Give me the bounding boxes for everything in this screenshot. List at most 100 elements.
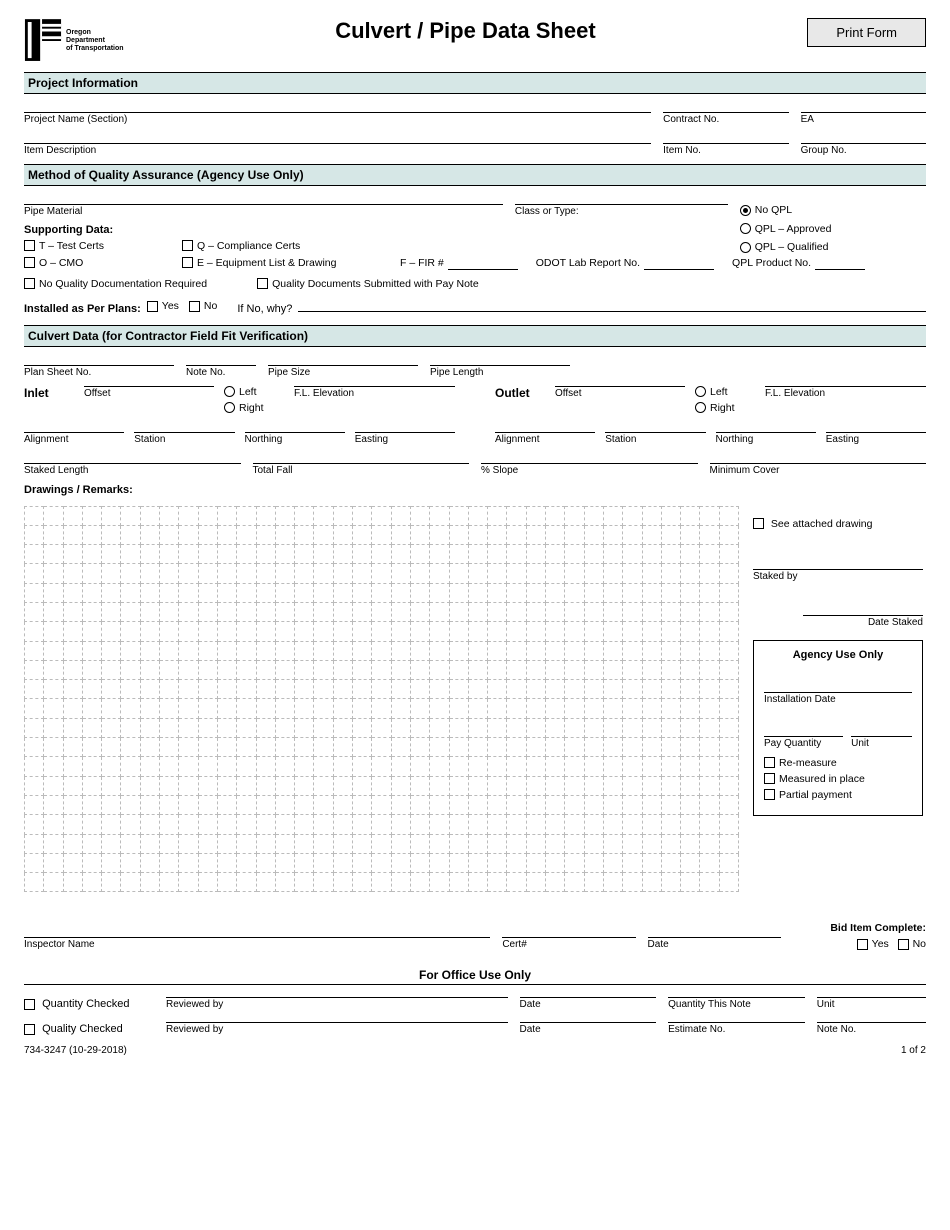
input-install-date[interactable]	[764, 673, 912, 693]
label-estimate-no: Estimate No.	[668, 1022, 805, 1035]
label-note-no: Note No.	[186, 365, 256, 378]
label-right2: Right	[710, 402, 735, 414]
checkbox-qual-checked[interactable]	[24, 1024, 35, 1035]
label-unit-office: Unit	[817, 997, 926, 1010]
checkbox-bid-no[interactable]	[898, 939, 909, 950]
label-no-qpl: No QPL	[755, 204, 792, 216]
label-qpl-product: QPL Product No.	[732, 257, 811, 269]
header: Oregon Department of Transportation Culv…	[24, 18, 926, 64]
label-outlet-northing: Northing	[716, 432, 816, 445]
logo-text: Oregon Department of Transportation	[66, 29, 124, 52]
label-agency-only: Agency Use Only	[764, 649, 912, 661]
checkbox-installed-no[interactable]	[189, 301, 200, 312]
input-qpl-product[interactable]	[815, 256, 865, 270]
checkbox-see-attached[interactable]	[753, 518, 764, 529]
checkbox-t-test[interactable]	[24, 240, 35, 251]
checkbox-remeasure[interactable]	[764, 757, 775, 768]
label-pct-slope: % Slope	[481, 463, 698, 476]
label-partial: Partial payment	[779, 789, 852, 801]
print-form-button[interactable]: Print Form	[807, 18, 926, 47]
label-inlet-easting: Easting	[355, 432, 455, 445]
label-left: Left	[239, 386, 257, 398]
label-t-test: T – Test Certs	[39, 240, 104, 252]
label-outlet-offset: Offset	[555, 386, 685, 399]
section-qa: Method of Quality Assurance (Agency Use …	[24, 164, 926, 186]
label-measured: Measured in place	[779, 773, 865, 785]
label-contract-no: Contract No.	[663, 112, 788, 125]
input-unit[interactable]	[851, 717, 912, 737]
label-outlet-station: Station	[605, 432, 705, 445]
checkbox-qd-submitted[interactable]	[257, 278, 268, 289]
input-odot-lab[interactable]	[644, 256, 714, 270]
checkbox-q-comp[interactable]	[182, 240, 193, 251]
label-right: Right	[239, 402, 264, 414]
label-plan-sheet: Plan Sheet No.	[24, 365, 174, 378]
label-pipe-material: Pipe Material	[24, 204, 503, 217]
label-remeasure: Re-measure	[779, 757, 837, 769]
checkbox-bid-yes[interactable]	[857, 939, 868, 950]
checkbox-o-cmo[interactable]	[24, 257, 35, 268]
label-q-comp: Q – Compliance Certs	[197, 240, 300, 252]
radio-inlet-right[interactable]	[224, 402, 235, 413]
label-left2: Left	[710, 386, 728, 398]
agency-use-box: Agency Use Only Installation Date Pay Qu…	[753, 640, 923, 816]
label-if-no: If No, why?	[237, 303, 292, 315]
label-bid-yes: Yes	[872, 938, 889, 950]
section-project-info: Project Information	[24, 72, 926, 94]
label-o-cmo: O – CMO	[39, 257, 83, 269]
label-pay-qty: Pay Quantity	[764, 738, 843, 749]
checkbox-measured[interactable]	[764, 773, 775, 784]
label-group-no: Group No.	[801, 143, 926, 156]
label-date-1: Date	[520, 997, 657, 1010]
label-inlet-offset: Offset	[84, 386, 214, 399]
label-ea: EA	[801, 112, 926, 125]
heading-office-use: For Office Use Only	[24, 968, 926, 985]
radio-no-qpl[interactable]	[740, 205, 751, 216]
label-inlet-alignment: Alignment	[24, 432, 124, 445]
odot-logo-icon	[24, 18, 62, 64]
checkbox-installed-yes[interactable]	[147, 301, 158, 312]
label-qual-checked: Quality Checked	[42, 1023, 123, 1035]
input-if-no-why[interactable]	[298, 298, 926, 312]
label-bid-no: No	[913, 938, 926, 950]
label-item-desc: Item Description	[24, 143, 651, 156]
label-see-attached: See attached drawing	[771, 518, 873, 530]
checkbox-e-equip[interactable]	[182, 257, 193, 268]
radio-outlet-right[interactable]	[695, 402, 706, 413]
label-install-date: Installation Date	[764, 694, 912, 705]
checkbox-qty-checked[interactable]	[24, 999, 35, 1010]
drawing-grid[interactable]	[24, 506, 739, 893]
label-qty-checked: Quantity Checked	[42, 998, 129, 1010]
label-reviewed-by-2: Reviewed by	[166, 1022, 508, 1035]
label-min-cover: Minimum Cover	[710, 463, 927, 476]
label-staked-by: Staked by	[753, 571, 923, 582]
label-date: Date	[648, 937, 781, 950]
page-number: 1 of 2	[901, 1045, 926, 1056]
label-inlet: Inlet	[24, 386, 84, 400]
logo: Oregon Department of Transportation	[24, 18, 124, 64]
label-cert: Cert#	[502, 937, 635, 950]
label-inlet-station: Station	[134, 432, 234, 445]
checkbox-no-qd[interactable]	[24, 278, 35, 289]
input-date-staked[interactable]	[803, 594, 923, 616]
label-reviewed-by-1: Reviewed by	[166, 997, 508, 1010]
label-unit: Unit	[851, 738, 912, 749]
label-pipe-length: Pipe Length	[430, 365, 570, 378]
label-outlet-fl: F.L. Elevation	[765, 386, 926, 399]
label-no: No	[204, 300, 217, 312]
input-staked-by[interactable]	[753, 548, 923, 570]
label-odot-lab: ODOT Lab Report No.	[536, 257, 640, 269]
label-f-fir: F – FIR #	[400, 257, 444, 269]
input-f-fir[interactable]	[448, 256, 518, 270]
label-outlet-alignment: Alignment	[495, 432, 595, 445]
label-qd-submitted: Quality Documents Submitted with Pay Not…	[272, 278, 479, 290]
label-no-qd: No Quality Documentation Required	[39, 278, 207, 290]
input-pay-qty[interactable]	[764, 717, 843, 737]
checkbox-partial[interactable]	[764, 789, 775, 800]
radio-outlet-left[interactable]	[695, 386, 706, 397]
label-qty-this-note: Quantity This Note	[668, 997, 805, 1010]
label-total-fall: Total Fall	[253, 463, 470, 476]
label-installed: Installed as Per Plans:	[24, 303, 141, 315]
radio-inlet-left[interactable]	[224, 386, 235, 397]
label-outlet-easting: Easting	[826, 432, 926, 445]
